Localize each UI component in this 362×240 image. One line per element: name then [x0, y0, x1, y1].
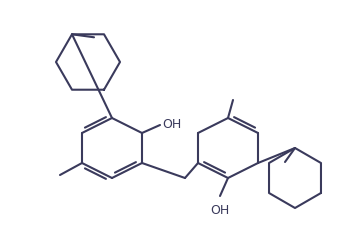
Text: OH: OH [162, 118, 181, 131]
Text: OH: OH [210, 204, 230, 217]
